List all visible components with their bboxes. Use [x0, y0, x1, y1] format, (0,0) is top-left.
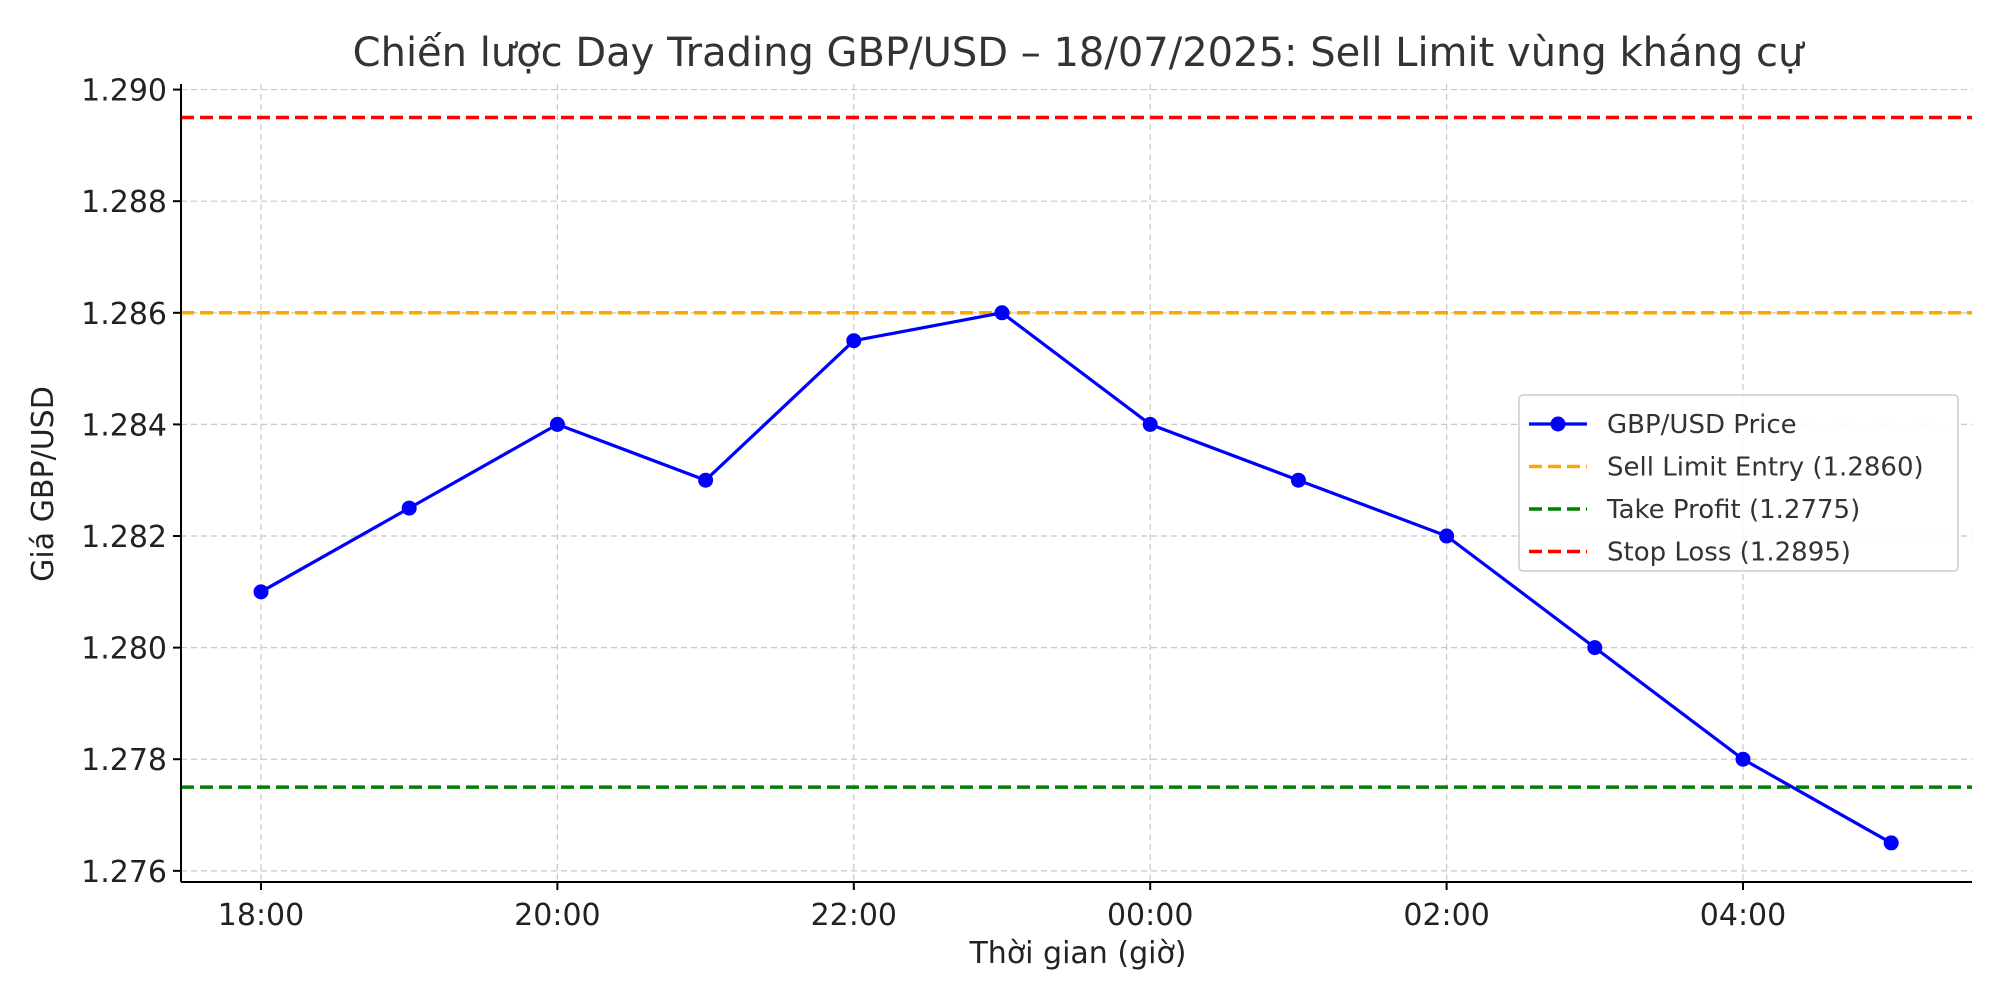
data-point [1883, 835, 1899, 851]
y-tick-label: 1.276 [81, 855, 167, 890]
data-point [401, 500, 417, 516]
data-point [994, 305, 1010, 321]
reference-lines [181, 115, 1972, 789]
x-tick-label: 20:00 [514, 898, 600, 933]
y-tick-label: 1.278 [81, 743, 167, 778]
legend-label: Take Profit (1.2775) [1606, 495, 1860, 525]
x-tick-label: 22:00 [811, 898, 897, 933]
y-tick-label: 1.284 [81, 408, 167, 443]
data-point [1142, 416, 1158, 432]
legend-label: GBP/USD Price [1607, 410, 1797, 440]
data-point [698, 472, 714, 488]
axes [173, 84, 1972, 890]
legend-swatch-marker [1550, 416, 1566, 432]
x-tick-label: 04:00 [1700, 898, 1786, 933]
series-line [260, 311, 1892, 845]
data-point [1735, 751, 1751, 767]
data-point [846, 333, 862, 349]
y-tick-label: 1.286 [81, 297, 167, 332]
series-layer [253, 305, 1899, 851]
x-tick-label: 02:00 [1403, 898, 1489, 933]
data-point [253, 584, 269, 600]
legend-label: Stop Loss (1.2895) [1607, 538, 1851, 568]
x-tick-label: 18:00 [218, 898, 304, 933]
data-point [1439, 528, 1455, 544]
legend: GBP/USD Price Sell Limit Entry (1.2860) Ta… [1518, 394, 1959, 572]
y-tick-label: 1.288 [81, 185, 167, 220]
legend-label: Sell Limit Entry (1.2860) [1607, 453, 1924, 483]
legend-box [1518, 394, 1959, 572]
y-tick-label: 1.290 [81, 74, 167, 109]
y-tick-label: 1.282 [81, 520, 167, 555]
y-tick-label: 1.280 [81, 632, 167, 667]
x-tick-label: 00:00 [1107, 898, 1193, 933]
y-axis-label: Giá GBP/USD [26, 386, 61, 582]
tick-labels: 1.276 1.278 1.280 1.282 1.284 1.286 1.288 1.290… [81, 74, 1786, 933]
chart-title: Chiến lược Day Trading GBP/USD – 18/07/2… [353, 30, 1806, 76]
data-point [1587, 640, 1603, 656]
data-point [1290, 472, 1306, 488]
x-axis-label: Thời gian (giờ) [968, 936, 1186, 971]
data-point [549, 416, 565, 432]
